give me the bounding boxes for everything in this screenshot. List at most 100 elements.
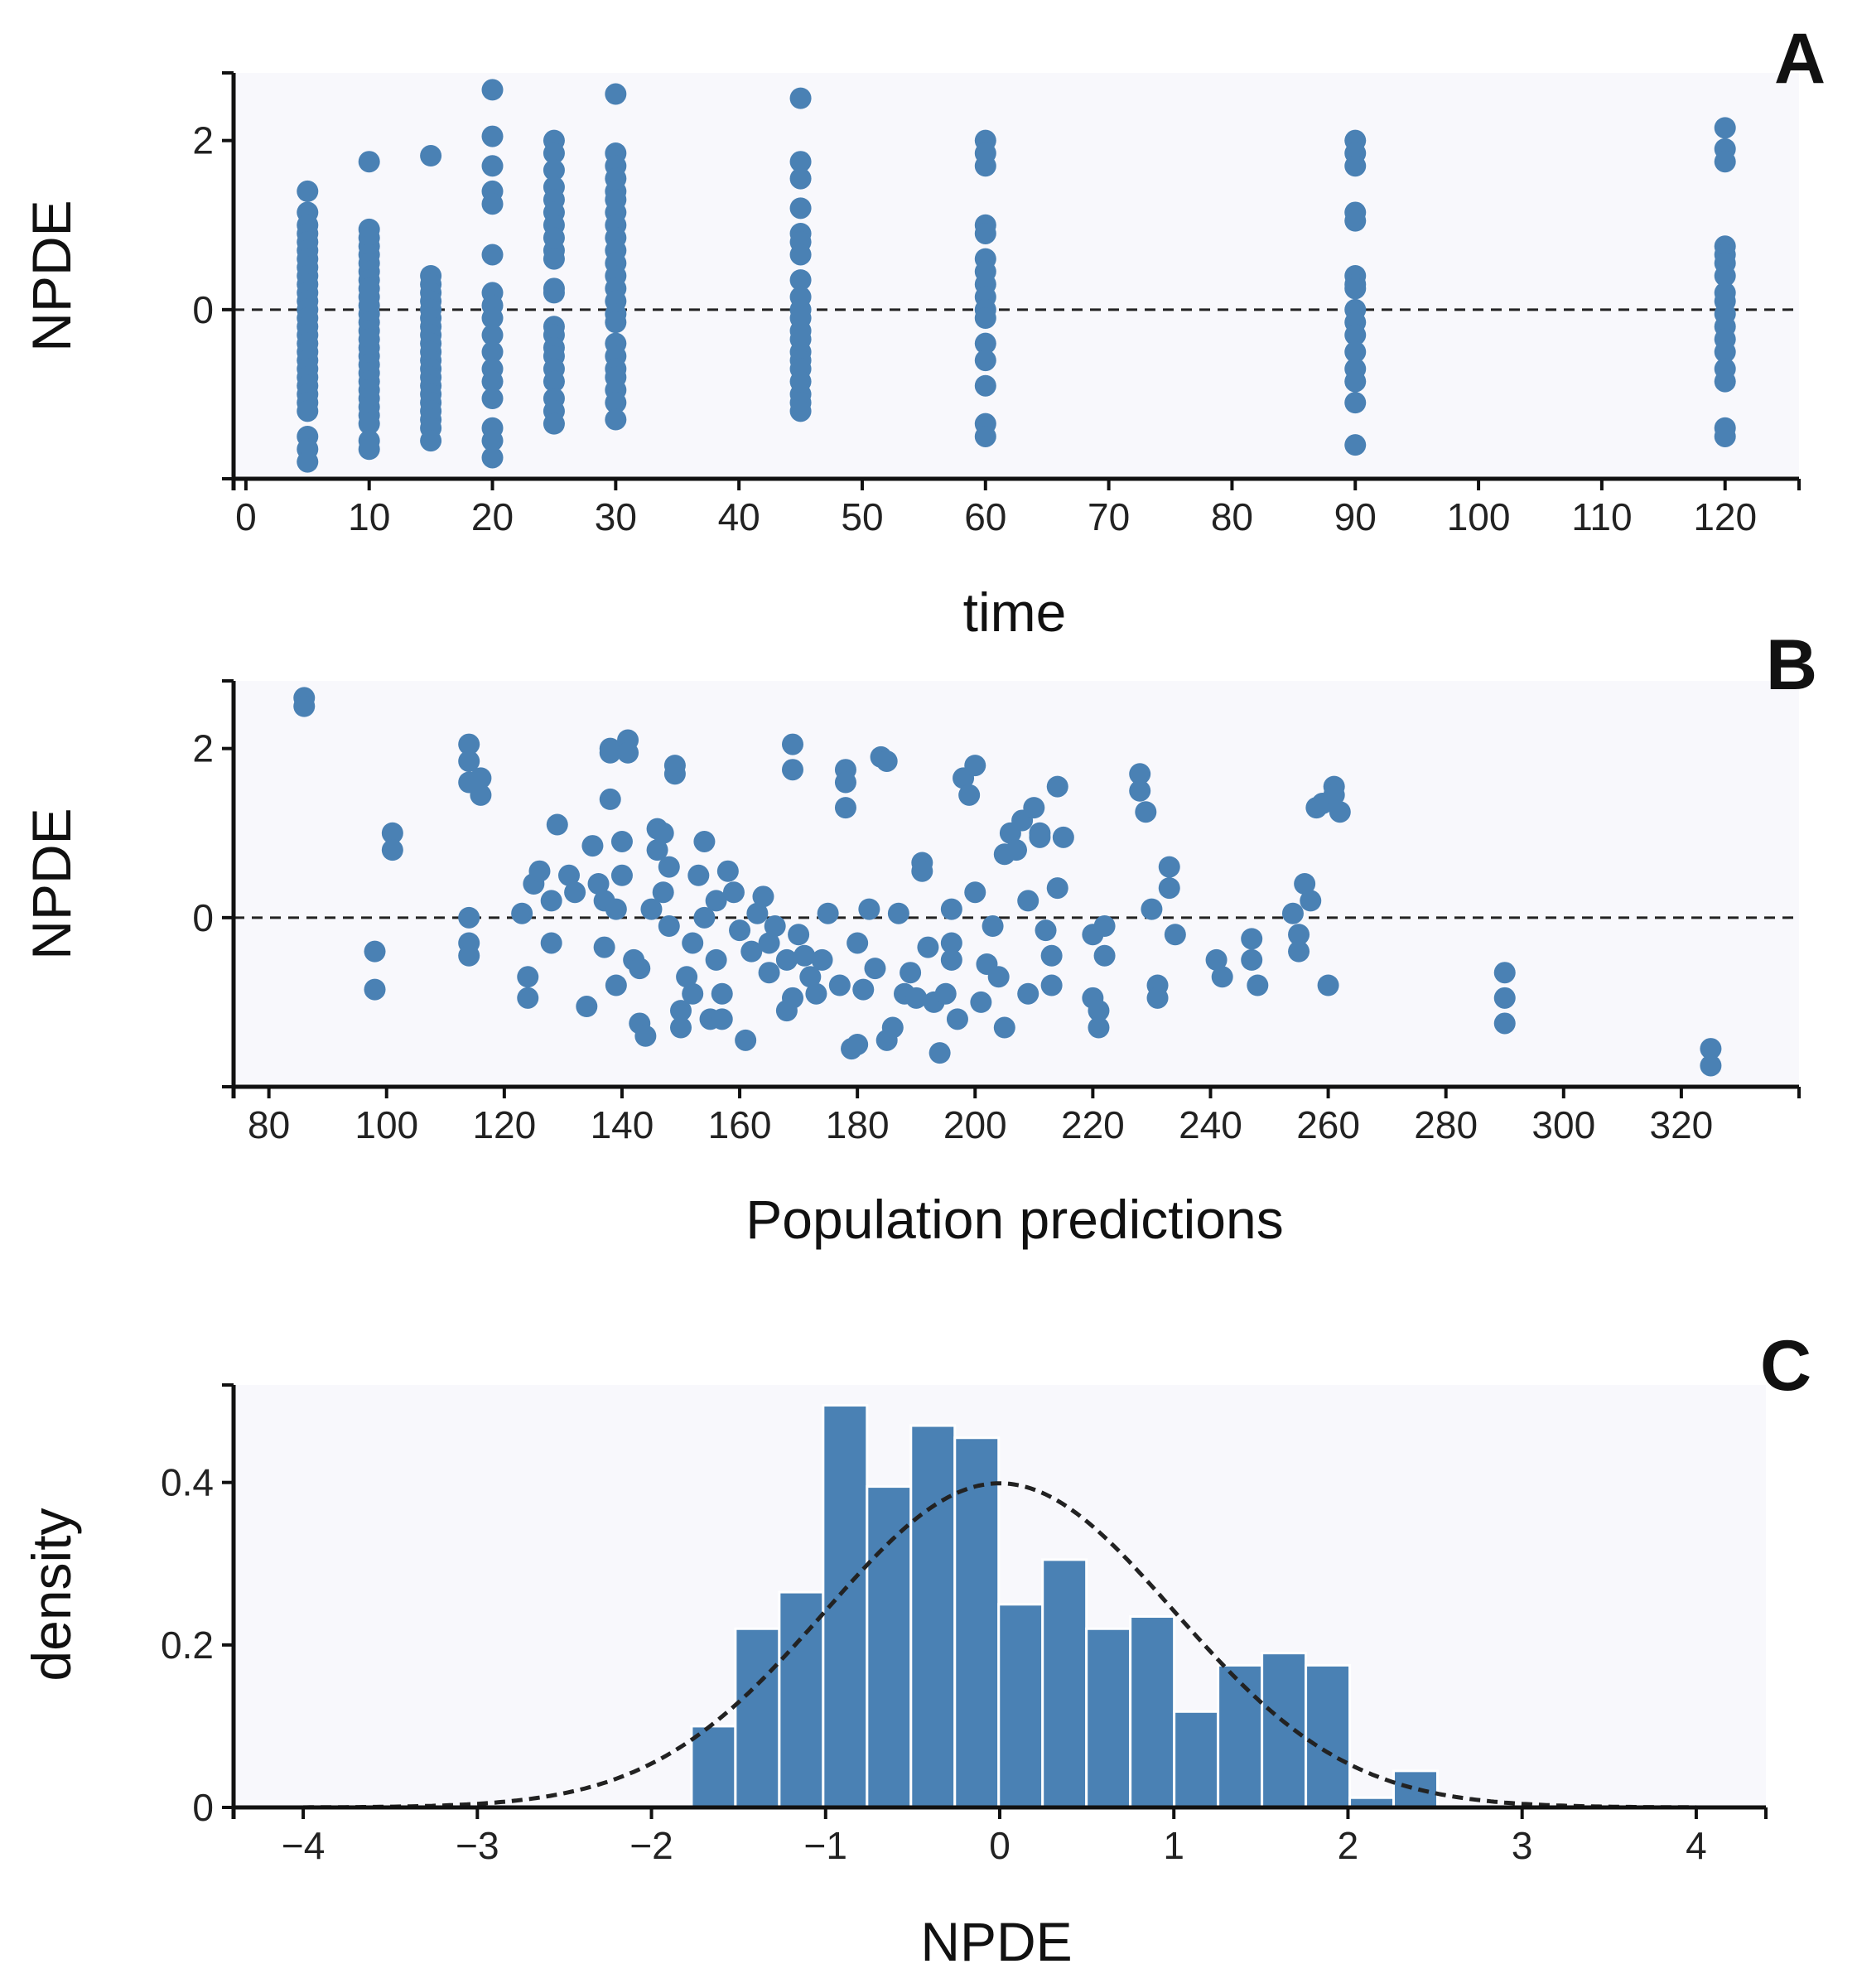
panel-b-plot-area	[234, 681, 1799, 1087]
panel-a-x-tick-label: 10	[348, 495, 390, 538]
panel-a-data-point	[481, 307, 504, 330]
panel-a-x-tick-label: 40	[718, 495, 760, 538]
panel-b-data-point	[517, 966, 539, 988]
panel-a-data-point	[789, 244, 812, 266]
panel-b-data-point	[610, 830, 633, 852]
panel-a-data-point	[543, 159, 565, 181]
panel-b-data-point	[687, 864, 710, 886]
panel-b-data-point	[1135, 801, 1157, 823]
panel-c-histogram-bar	[778, 1590, 825, 1809]
panel-a-y-tick-label: 0	[192, 288, 214, 331]
panel-b-x-tick-label: 240	[1179, 1103, 1242, 1146]
panel-b-data-point	[599, 737, 621, 760]
panel-b-x-tick-label: 280	[1414, 1103, 1478, 1146]
panel-c-y-tick-label: 0.4	[161, 1461, 214, 1504]
panel-b-data-point	[740, 940, 763, 963]
panel-b-data-point	[663, 755, 686, 777]
panel-b-data-point	[1247, 974, 1269, 996]
panel-b-data-point	[1241, 948, 1263, 971]
panel-a-data-point	[974, 155, 996, 177]
panel-b-data-point	[940, 898, 962, 920]
panel-b-data-point	[1046, 775, 1068, 798]
panel-c-y-axis-title: density	[21, 1508, 82, 1681]
panel-c-x-tick-label: −3	[456, 1824, 499, 1867]
panel-a-label: A	[1774, 19, 1826, 99]
panel-c-normal-density-curve	[303, 1481, 1696, 1810]
panel-b-data-point	[629, 958, 651, 980]
panel-b-data-point	[1323, 784, 1345, 806]
panel-b-x-tick-label: 120	[472, 1103, 536, 1146]
panel-a-data-point	[358, 151, 380, 173]
panel-a-data-point	[358, 438, 380, 461]
panel-a-data-point	[297, 451, 319, 473]
panel-b-data-point	[470, 767, 492, 789]
panel-a-data-point	[481, 324, 504, 346]
panel-b-data-point	[940, 948, 962, 971]
panel-a-data-point	[1344, 324, 1367, 346]
panel-b-data-point	[1329, 801, 1351, 823]
panel-b-y-tick-label: 2	[192, 727, 214, 770]
panel-b-data-point	[758, 932, 780, 954]
panel-b-x-tick-label: 200	[943, 1103, 1007, 1146]
panel-b-data-point	[775, 948, 798, 971]
panel-b-data-point	[1205, 948, 1228, 971]
panel-a-data-point	[297, 400, 319, 422]
panel-b-data-point	[705, 890, 727, 912]
panel-a-data-point	[481, 370, 504, 393]
panel-c-x-tick-label: −2	[629, 1824, 673, 1867]
panel-b-points	[234, 687, 1799, 1077]
panel-b-data-point	[993, 1016, 1015, 1039]
panel-b-label: B	[1766, 625, 1817, 705]
panel-c-histogram-bar	[1041, 1558, 1088, 1809]
panel-a-x-tick-label: 70	[1088, 495, 1130, 538]
panel-a-data-point	[789, 197, 812, 220]
panel-b-data-point	[587, 873, 610, 895]
panel-c-histogram-bar	[1085, 1627, 1132, 1809]
panel-c-x-tick-label: 4	[1686, 1824, 1707, 1867]
panel-a-data-point	[543, 248, 565, 270]
panel-a-data-point	[1344, 392, 1367, 414]
panel-b-data-point	[758, 962, 780, 984]
panel-a-x-tick-label: 120	[1693, 495, 1757, 538]
panel-c-y-tick-label: 0.2	[161, 1624, 214, 1667]
panel-c-y-tick-label: 0	[192, 1786, 214, 1829]
panel-b-data-point	[1158, 877, 1180, 900]
panel-b-data-point	[958, 784, 981, 806]
panel-a-x-tick-label: 20	[471, 495, 514, 538]
panel-b-data-point	[987, 966, 1010, 988]
panel-b-data-point	[811, 948, 833, 971]
panel-a-data-point	[605, 408, 627, 431]
panel-b-data-point	[788, 924, 810, 946]
panel-a-x-tick-label: 110	[1571, 495, 1632, 538]
panel-a-x-axis-title: time	[963, 581, 1067, 643]
panel-a-data-point	[481, 193, 504, 215]
panel-b-x-tick-label: 80	[248, 1103, 290, 1146]
panel-b-data-point	[847, 1033, 869, 1055]
panel-b-data-point	[1158, 856, 1180, 878]
panel-b-y-axis-title: NPDE	[21, 808, 82, 959]
panel-b-data-point	[946, 1008, 968, 1030]
panel-a-data-point	[789, 269, 812, 292]
panel-a-data-point	[1344, 155, 1367, 177]
panel-b-data-point	[1288, 940, 1310, 963]
panel-b-data-point	[1040, 944, 1063, 967]
panel-b-data-point	[1317, 974, 1339, 996]
panel-b-data-point	[511, 902, 533, 924]
panel-b-data-point	[1129, 779, 1151, 802]
panel-b-data-point	[934, 982, 957, 1005]
panel-c-histogram-bar	[1392, 1769, 1440, 1809]
panel-a-data-point	[543, 282, 565, 304]
panel-a-data-point	[1344, 210, 1367, 232]
panel-b-data-point	[805, 982, 827, 1005]
panel-a-points	[234, 79, 1799, 473]
panel-b-data-point	[605, 898, 627, 920]
panel-c-x-tick-label: 0	[989, 1824, 1010, 1867]
panel-b-data-point	[1017, 890, 1039, 912]
panel-c-x-axis-title: NPDE	[920, 1911, 1072, 1972]
panel-a-data-point	[481, 125, 504, 147]
panel-b-data-point	[1141, 898, 1163, 920]
panel-b-data-point	[716, 860, 739, 882]
panel-b-data-point	[458, 733, 480, 755]
panel-b-data-point	[458, 906, 480, 929]
